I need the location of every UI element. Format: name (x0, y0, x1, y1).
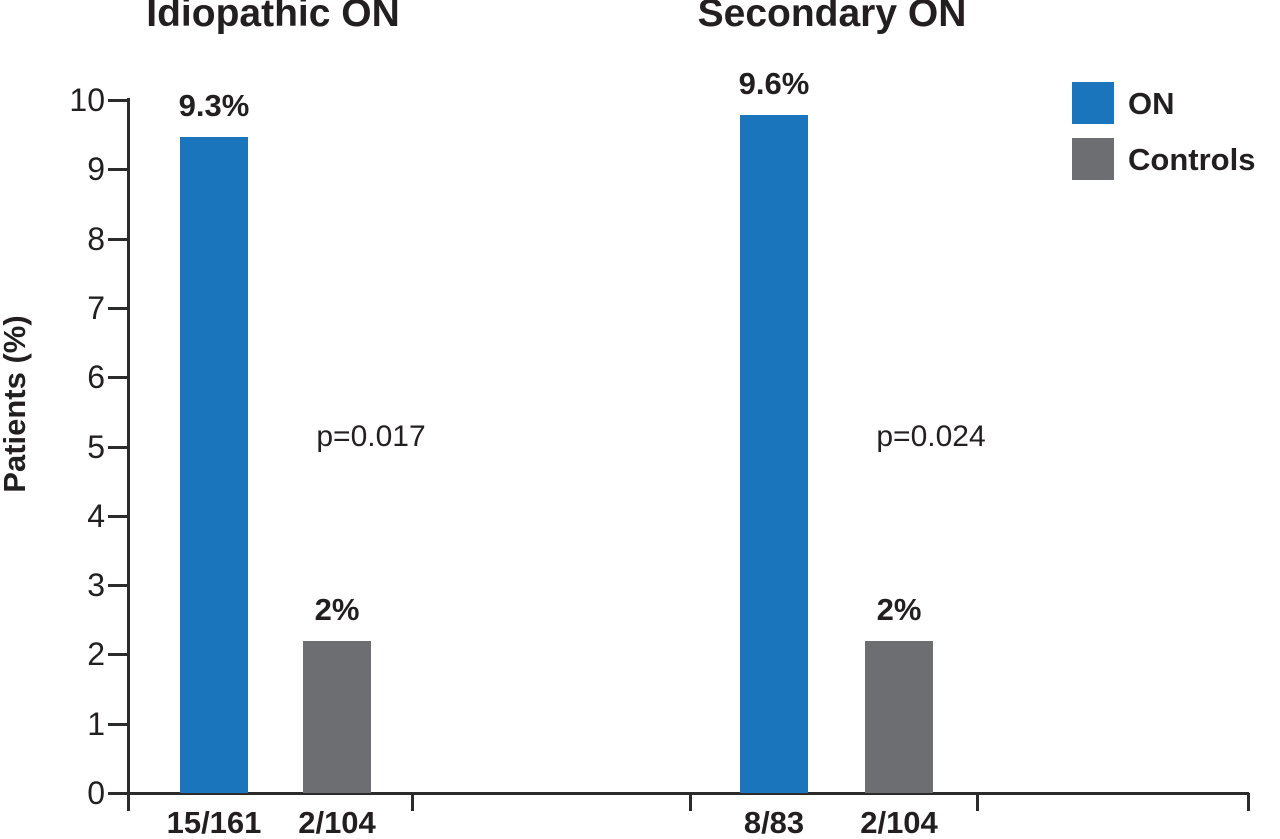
bar-value-label-controls-idiopathic-on: 2% (314, 592, 360, 627)
x-tick-mark (689, 793, 692, 811)
x-axis-line (127, 792, 1249, 795)
group-title-secondary: Secondary ON (697, 0, 967, 35)
p-value-idiopathic: p=0.017 (316, 420, 426, 453)
y-tick-mark (108, 168, 130, 171)
y-tick-label: 1 (87, 706, 105, 742)
bar-controls-secondary-on (865, 641, 933, 793)
bar-on-secondary-on (740, 115, 808, 793)
bar-count-label-on-secondary-on: 8/83 (743, 805, 805, 839)
y-tick-mark (108, 584, 130, 587)
bar-value-label-on-idiopathic-on: 9.3% (178, 88, 250, 123)
bar-count-label-controls-secondary-on: 2/104 (860, 805, 938, 839)
y-tick-mark (108, 723, 130, 726)
bar-count-label-on-idiopathic-on: 15/161 (166, 805, 262, 839)
legend-label-on: ON (1128, 86, 1175, 121)
bar-value-label-controls-secondary-on: 2% (876, 592, 922, 627)
bar-on-idiopathic-on (180, 137, 248, 793)
y-tick-mark (108, 446, 130, 449)
bar-count-label-controls-idiopathic-on: 2/104 (298, 805, 376, 839)
p-value-secondary: p=0.024 (876, 420, 986, 453)
y-axis-line (127, 98, 130, 811)
bar-value-label-on-secondary-on: 9.6% (738, 66, 810, 101)
y-tick-label: 6 (87, 359, 105, 395)
y-tick-mark (108, 307, 130, 310)
y-tick-mark (108, 515, 130, 518)
y-tick-label: 4 (87, 498, 105, 534)
y-tick-label: 7 (87, 290, 105, 326)
y-tick-label: 0 (87, 775, 105, 811)
x-tick-mark (411, 793, 414, 811)
legend-swatch-on-icon (1072, 82, 1114, 124)
y-tick-label: 9 (87, 151, 105, 187)
legend-label-controls: Controls (1128, 142, 1256, 177)
x-tick-mark (1247, 793, 1250, 811)
legend-swatch-controls-icon (1072, 138, 1114, 180)
y-tick-label: 2 (87, 636, 105, 672)
y-tick-label: 5 (87, 429, 105, 465)
y-tick-label: 8 (87, 221, 105, 257)
y-tick-mark (108, 238, 130, 241)
bar-controls-idiopathic-on (303, 641, 371, 793)
y-tick-mark (108, 792, 130, 795)
y-tick-label: 10 (69, 82, 105, 118)
y-tick-mark (108, 376, 130, 379)
group-title-idiopathic: Idiopathic ON (146, 0, 400, 35)
y-tick-mark (108, 99, 130, 102)
y-tick-mark (108, 653, 130, 656)
x-tick-mark (976, 793, 979, 811)
y-tick-label: 3 (87, 567, 105, 603)
